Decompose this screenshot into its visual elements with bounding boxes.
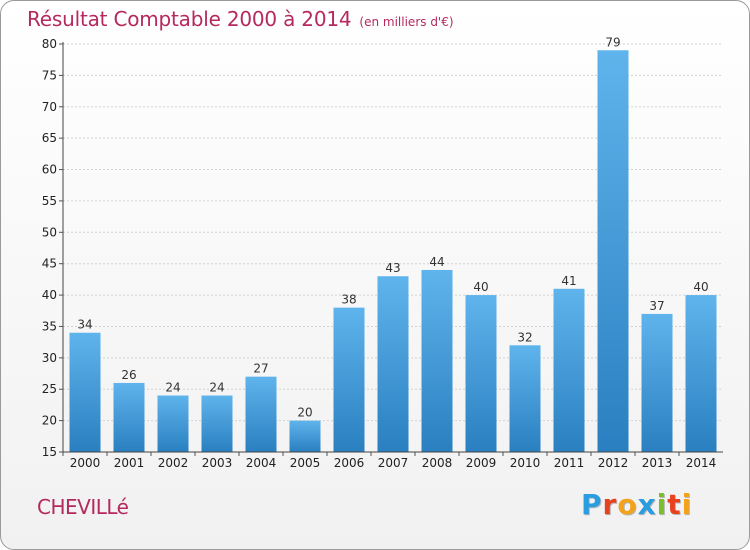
logo-letter: P xyxy=(581,488,603,521)
data-label-2013: 37 xyxy=(649,299,664,313)
y-tick-label: 60 xyxy=(42,163,57,177)
data-label-2002: 24 xyxy=(165,381,180,395)
y-tick-label: 15 xyxy=(42,445,57,459)
y-tick-label: 50 xyxy=(42,225,57,239)
x-tick-label: 2012 xyxy=(598,456,629,470)
x-tick-label: 2003 xyxy=(202,456,233,470)
x-tick-label: 2013 xyxy=(642,456,673,470)
data-label-2003: 24 xyxy=(209,381,224,395)
bar-2004 xyxy=(245,376,277,452)
y-tick-label: 35 xyxy=(42,319,57,333)
bar-2002 xyxy=(157,395,189,452)
bar-2005 xyxy=(289,420,321,452)
bar-2014 xyxy=(685,295,717,452)
data-label-2008: 44 xyxy=(429,255,444,269)
x-tick-label: 2014 xyxy=(686,456,717,470)
bar-2011 xyxy=(553,288,585,452)
y-tick-labels: 15 20 25 30 35 40 45 50 55 60 65 70 75 80 xyxy=(42,37,57,459)
y-tick-label: 45 xyxy=(42,257,57,271)
chart-title: Résultat Comptable 2000 à 2014 (en millie… xyxy=(27,7,454,31)
logo-letter: o xyxy=(617,488,638,521)
x-tick-label: 2010 xyxy=(510,456,541,470)
data-label-2014: 40 xyxy=(693,280,708,294)
x-tick-label: 2000 xyxy=(70,456,101,470)
x-tick-label: 2011 xyxy=(554,456,585,470)
logo-letter: i xyxy=(656,488,668,521)
logo-letter: i xyxy=(681,488,693,521)
proxiti-logo: Proxiti xyxy=(581,488,692,521)
chart-subtitle: (en milliers d'€) xyxy=(359,15,454,29)
logo-letter: x xyxy=(637,488,657,521)
data-label-2006: 38 xyxy=(341,293,356,307)
y-tick-label: 30 xyxy=(42,351,57,365)
data-label-2001: 26 xyxy=(121,368,136,382)
data-labels: 34 26 24 24 27 20 38 43 44 40 32 41 79 37 40 xyxy=(77,35,708,419)
y-tick-label: 40 xyxy=(42,288,57,302)
y-tick-label: 70 xyxy=(42,100,57,114)
bars xyxy=(69,50,717,453)
chart-title-text: Résultat Comptable 2000 à 2014 xyxy=(27,7,352,31)
bar-2009 xyxy=(465,295,497,452)
grid-lines xyxy=(59,43,723,456)
commune-name: CHEVILLé xyxy=(37,495,129,519)
y-tick-label: 25 xyxy=(42,382,57,396)
bar-2010 xyxy=(509,345,541,452)
bar-2000 xyxy=(69,332,101,452)
bar-2012 xyxy=(597,50,629,453)
y-tick-label: 75 xyxy=(42,68,57,82)
x-tick-label: 2002 xyxy=(158,456,189,470)
y-tick-label: 80 xyxy=(42,37,57,51)
bar-2006 xyxy=(333,307,365,452)
x-tick-label: 2008 xyxy=(422,456,453,470)
x-tick-label: 2001 xyxy=(114,456,145,470)
bar-2001 xyxy=(113,382,145,452)
bar-2013 xyxy=(641,313,673,452)
bar-2008 xyxy=(421,269,453,452)
logo-letter: t xyxy=(667,488,682,521)
x-tick-label: 2006 xyxy=(334,456,365,470)
y-tick-label: 65 xyxy=(42,131,57,145)
x-tick-label: 2007 xyxy=(378,456,409,470)
x-tick-label: 2005 xyxy=(290,456,321,470)
data-label-2005: 20 xyxy=(297,406,312,420)
data-label-2010: 32 xyxy=(517,330,532,344)
bar-2003 xyxy=(201,395,233,452)
y-tick-label: 55 xyxy=(42,194,57,208)
x-tick-labels: 2000 2001 2002 2003 2004 2005 2006 2007 2008 2009… xyxy=(70,456,717,470)
data-label-2007: 43 xyxy=(385,261,400,275)
data-label-2011: 41 xyxy=(561,274,576,288)
bar-2007 xyxy=(377,276,409,452)
data-label-2009: 40 xyxy=(473,280,488,294)
data-label-2012: 79 xyxy=(605,35,620,49)
y-tick-label: 20 xyxy=(42,414,57,428)
data-label-2004: 27 xyxy=(253,362,268,376)
axes xyxy=(62,42,723,453)
x-tick-label: 2009 xyxy=(466,456,497,470)
logo-letter: r xyxy=(602,488,618,521)
data-label-2000: 34 xyxy=(77,318,92,332)
x-tick-label: 2004 xyxy=(246,456,277,470)
